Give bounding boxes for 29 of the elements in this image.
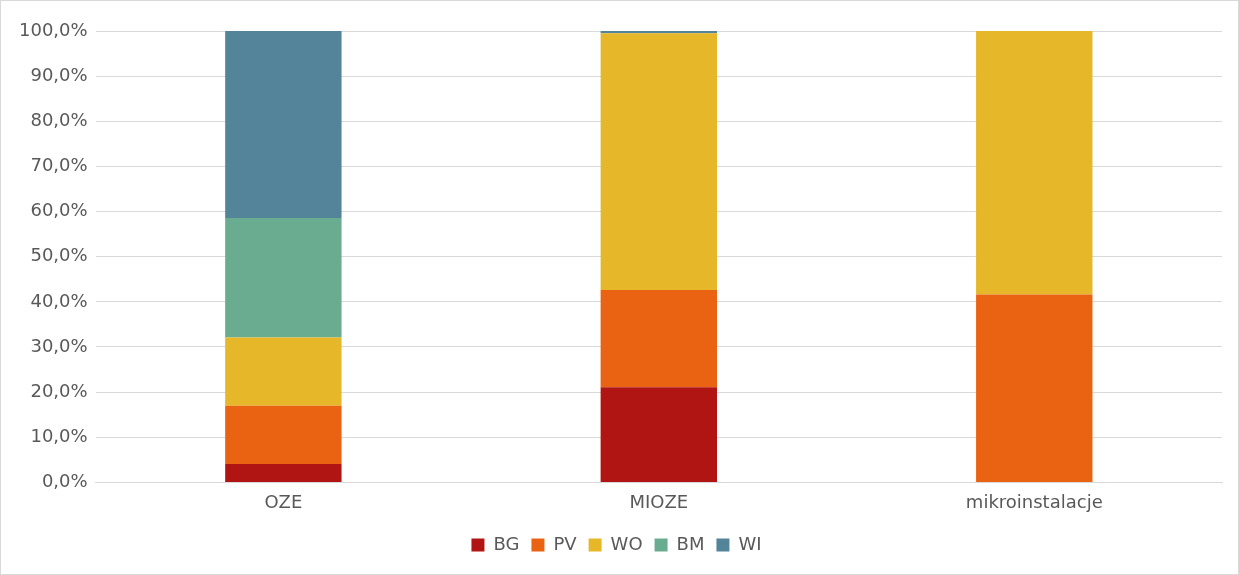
bar bbox=[600, 290, 718, 388]
bar bbox=[225, 31, 342, 218]
y-tick-label: 90,0% bbox=[30, 63, 88, 85]
y-tick-label: 100,0% bbox=[18, 18, 88, 40]
bar bbox=[225, 337, 342, 406]
y-tick-label: 50,0% bbox=[30, 244, 88, 266]
bar bbox=[600, 387, 718, 482]
x-tick-label: OZE bbox=[264, 490, 303, 512]
y-tick-label: 80,0% bbox=[30, 108, 88, 130]
bar bbox=[225, 217, 342, 338]
legend-label: PV bbox=[553, 532, 578, 554]
x-tick-label: MIOZE bbox=[629, 490, 689, 512]
legend-label: BM bbox=[676, 532, 705, 554]
x-tick-label: mikroinstalacje bbox=[965, 490, 1103, 512]
y-tick-label: 10,0% bbox=[30, 424, 88, 446]
legend-label: BG bbox=[493, 532, 520, 554]
bar bbox=[976, 294, 1093, 482]
legend-label: WO bbox=[610, 532, 643, 554]
legend-label: WI bbox=[738, 532, 762, 554]
bar bbox=[225, 463, 342, 482]
y-tick-label: 20,0% bbox=[30, 379, 88, 401]
y-tick-label: 40,0% bbox=[30, 289, 88, 311]
bar bbox=[600, 33, 718, 291]
y-tick-label: 70,0% bbox=[30, 154, 88, 176]
bar bbox=[976, 31, 1093, 295]
y-tick-label: 60,0% bbox=[30, 199, 88, 221]
bar bbox=[225, 405, 342, 464]
y-tick-label: 0,0% bbox=[41, 470, 88, 492]
y-tick-label: 30,0% bbox=[30, 334, 88, 356]
